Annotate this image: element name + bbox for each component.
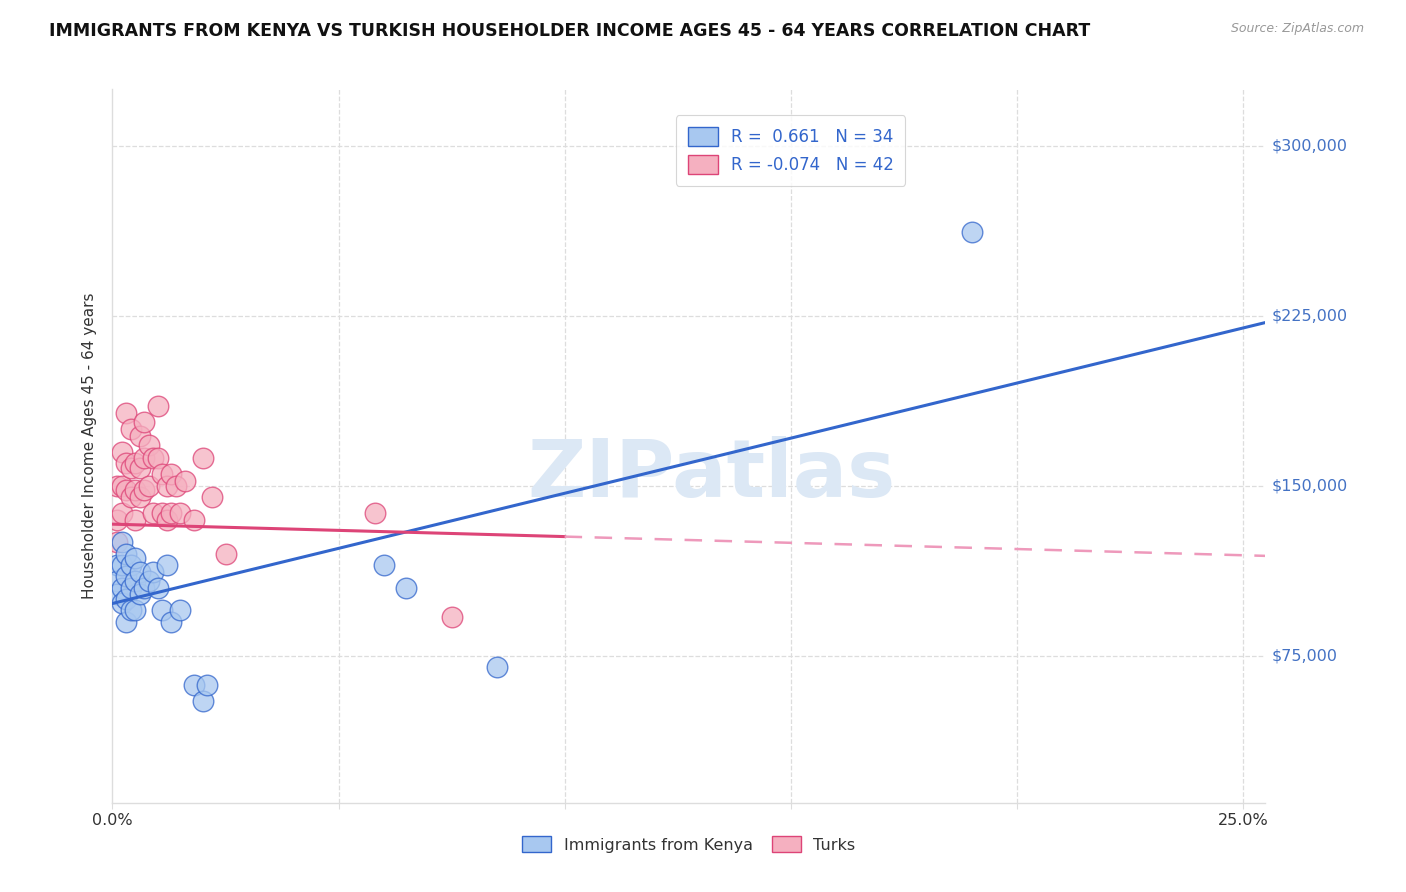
Text: Source: ZipAtlas.com: Source: ZipAtlas.com [1230, 22, 1364, 36]
Point [373, 558, 395, 572]
Point [105, 558, 128, 572]
Point [156, 558, 179, 572]
Point [120, 558, 142, 572]
Point [395, 581, 418, 595]
Point [120, 460, 142, 475]
Point [115, 591, 138, 606]
Point [150, 603, 173, 617]
Text: $225,000: $225,000 [1271, 309, 1347, 323]
Point [150, 467, 173, 482]
Point [105, 587, 128, 601]
Point [156, 513, 179, 527]
Point [138, 478, 160, 492]
Point [440, 610, 463, 624]
Point [146, 451, 169, 466]
Point [124, 483, 146, 498]
Text: $75,000: $75,000 [1271, 648, 1337, 663]
Point [115, 615, 138, 629]
Point [120, 422, 142, 436]
Point [115, 456, 138, 470]
Point [142, 451, 165, 466]
Point [142, 565, 165, 579]
Point [110, 558, 132, 572]
Point [191, 451, 214, 466]
Point [110, 535, 132, 549]
Text: ZIPatlas: ZIPatlas [527, 435, 896, 514]
Point [124, 513, 146, 527]
Text: $150,000: $150,000 [1271, 478, 1347, 493]
Point [169, 506, 191, 520]
Point [191, 694, 214, 708]
Point [120, 603, 142, 617]
Point [110, 597, 132, 611]
Point [115, 483, 138, 498]
Point [110, 506, 132, 520]
Point [142, 506, 165, 520]
Point [134, 415, 156, 429]
Point [146, 581, 169, 595]
Text: IMMIGRANTS FROM KENYA VS TURKISH HOUSEHOLDER INCOME AGES 45 - 64 YEARS CORRELATI: IMMIGRANTS FROM KENYA VS TURKISH HOUSEHO… [49, 22, 1091, 40]
Point [160, 467, 183, 482]
Point [150, 506, 173, 520]
Point [128, 565, 150, 579]
Point [128, 587, 150, 601]
Point [120, 490, 142, 504]
Point [485, 660, 508, 674]
Point [197, 678, 219, 692]
Point [364, 506, 387, 520]
Point [105, 478, 128, 492]
Point [110, 581, 132, 595]
Point [110, 444, 132, 458]
Point [138, 574, 160, 588]
Point [128, 460, 150, 475]
Point [160, 615, 183, 629]
Point [169, 603, 191, 617]
Point [173, 474, 195, 488]
Point [128, 429, 150, 443]
Point [183, 678, 205, 692]
Point [110, 478, 132, 492]
Point [138, 438, 160, 452]
Point [134, 581, 156, 595]
Point [115, 547, 138, 561]
Point [960, 225, 983, 239]
Point [201, 490, 224, 504]
Point [214, 547, 236, 561]
Point [105, 535, 128, 549]
Point [105, 574, 128, 588]
Legend: Immigrants from Kenya, Turks: Immigrants from Kenya, Turks [516, 830, 862, 859]
Point [115, 569, 138, 583]
Y-axis label: Householder Income Ages 45 - 64 years: Householder Income Ages 45 - 64 years [82, 293, 97, 599]
Text: $300,000: $300,000 [1271, 138, 1347, 153]
Point [115, 406, 138, 420]
Point [146, 400, 169, 414]
Point [160, 506, 183, 520]
Point [105, 513, 128, 527]
Point [124, 574, 146, 588]
Point [124, 456, 146, 470]
Point [124, 603, 146, 617]
Point [134, 451, 156, 466]
Point [156, 478, 179, 492]
Point [128, 490, 150, 504]
Point [124, 551, 146, 566]
Point [134, 483, 156, 498]
Point [183, 513, 205, 527]
Point [120, 581, 142, 595]
Point [165, 478, 187, 492]
